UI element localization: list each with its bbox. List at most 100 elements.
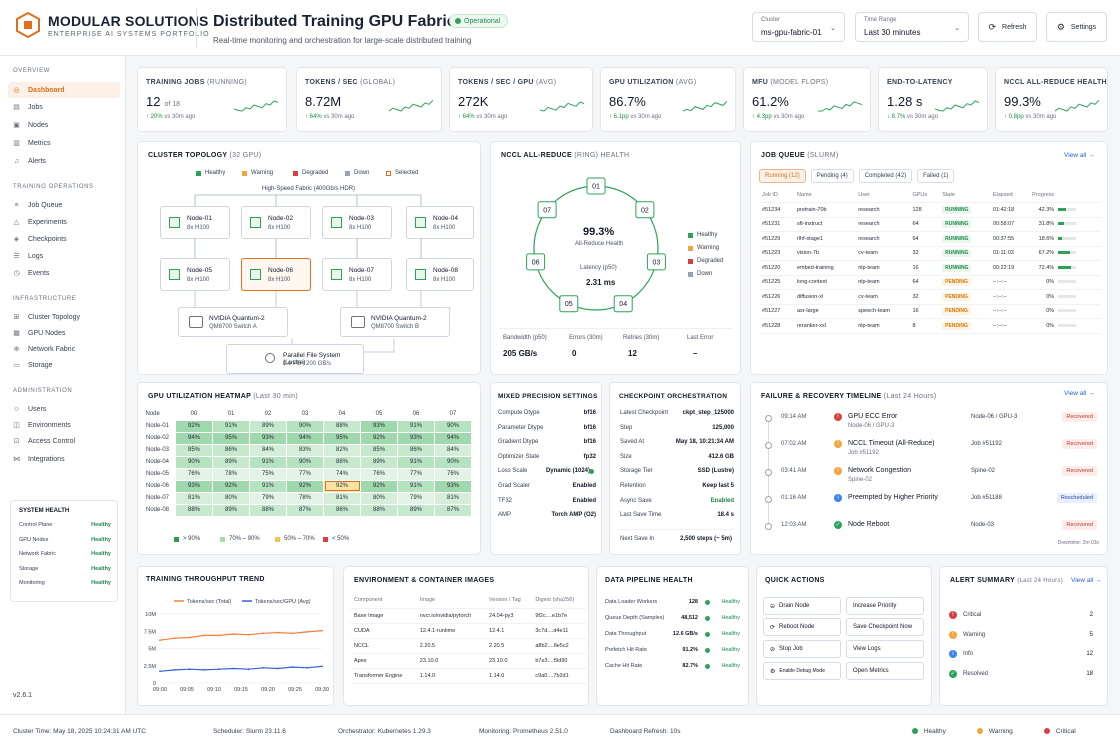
heatmap-cell[interactable]: 79% xyxy=(249,491,287,505)
heatmap-cell[interactable]: 86% xyxy=(212,443,250,457)
heatmap-cell[interactable]: 88% xyxy=(175,503,213,517)
node-05[interactable]: Node-05 8x H100 xyxy=(160,258,230,291)
refresh-button[interactable]: ⟳ Refresh xyxy=(978,12,1037,42)
heatmap-cell[interactable]: 91% xyxy=(212,419,250,433)
heatmap-cell[interactable]: 88% xyxy=(360,503,398,517)
heatmap-cell[interactable]: 80% xyxy=(360,491,398,505)
heatmap-cell[interactable]: 89% xyxy=(212,455,250,469)
heatmap-cell[interactable]: 83% xyxy=(286,443,324,457)
ring-node[interactable]: 06 xyxy=(526,253,546,271)
open-metrics-button[interactable]: Open Metrics xyxy=(846,662,924,680)
heatmap-cell[interactable]: 95% xyxy=(212,431,250,445)
reboot-node-button[interactable]: ⟳ Reboot Node xyxy=(763,618,841,636)
storage-node[interactable]: Parallel File System (Lustre) 1.6 PB / 20… xyxy=(226,344,364,374)
sidebar-item-logs[interactable]: ☰ Logs xyxy=(8,248,120,264)
heatmap-cell[interactable]: 86% xyxy=(323,503,361,517)
heatmap-cell[interactable]: 92% xyxy=(286,479,324,493)
tab-completed[interactable]: Completed (42) xyxy=(858,169,913,183)
sidebar-item-users[interactable]: ☺ Users xyxy=(8,401,120,417)
node-03[interactable]: Node-03 8x H100 xyxy=(322,206,392,239)
ring-node[interactable]: 04 xyxy=(613,295,633,313)
table-row[interactable]: #51231 sft-instruct research 64 RUNNING 00:58… xyxy=(759,217,1101,232)
heatmap-cell[interactable]: 91% xyxy=(397,479,435,493)
tab-running[interactable]: Running (12) xyxy=(759,169,806,183)
heatmap-cell[interactable]: 84% xyxy=(249,443,287,457)
heatmap-cell[interactable]: 76% xyxy=(175,467,213,481)
heatmap-cell[interactable]: 90% xyxy=(286,419,324,433)
switch-a[interactable]: NVIDIA Quantum-2 QM8700 Switch A xyxy=(178,307,288,337)
sidebar-item-job-queue[interactable]: ≡ Job Queue xyxy=(8,197,120,213)
heatmap-cell[interactable]: 90% xyxy=(434,419,472,433)
heatmap-cell[interactable]: 89% xyxy=(212,503,250,517)
heatmap-cell[interactable]: 91% xyxy=(397,455,435,469)
ring-node[interactable]: 03 xyxy=(646,253,666,271)
drain-node-button[interactable]: ⊖ Drain Node xyxy=(763,597,841,615)
node-06[interactable]: Node-06 8x H100 xyxy=(241,258,311,291)
heatmap-cell[interactable]: 88% xyxy=(249,503,287,517)
tab-pending[interactable]: Pending (4) xyxy=(810,169,854,183)
settings-button[interactable]: ⚙ Settings xyxy=(1046,12,1107,42)
timeline-event[interactable]: 07:02 AM! NCCL Timeout (All-Reduce) Job #5… xyxy=(751,437,1109,461)
time-range-select[interactable]: Time Range Last 30 minutes ⌄ xyxy=(855,12,969,42)
node-04[interactable]: Node-04 8x H100 xyxy=(406,206,474,239)
sidebar-item-access-control[interactable]: ⊡ Access Control xyxy=(8,433,120,449)
sidebar-item-environments[interactable]: ◫ Environments xyxy=(8,417,120,433)
heatmap-cell[interactable]: 93% xyxy=(175,479,213,493)
sidebar-item-network-fabric[interactable]: ⊕ Network Fabric xyxy=(8,341,120,357)
sidebar-item-events[interactable]: ◷ Events xyxy=(8,265,120,281)
node-07[interactable]: Node-07 8x H100 xyxy=(322,258,392,291)
timeline-event[interactable]: 12:03 AM ✓ Node Reboot Node-03 Recovered xyxy=(751,518,1109,542)
heatmap-cell[interactable]: 93% xyxy=(397,431,435,445)
increase-priority-button[interactable]: Increase Priority xyxy=(846,597,924,615)
heatmap-cell[interactable]: 89% xyxy=(397,503,435,517)
enable-debug-button[interactable]: ⚙ Enable Debug Mode xyxy=(763,662,841,680)
timeline-view-all-link[interactable]: View all → xyxy=(1064,390,1095,397)
heatmap-cell[interactable]: 87% xyxy=(286,503,324,517)
heatmap-cell[interactable]: 95% xyxy=(323,431,361,445)
table-row[interactable]: #51229 rlhf-stage1 research 64 RUNNING 00:37:… xyxy=(759,232,1101,246)
heatmap-cell[interactable]: 92% xyxy=(212,479,250,493)
table-row[interactable]: #51220 embed-training nlp-team 16 RUNNING 00:… xyxy=(759,261,1101,275)
heatmap-cell[interactable]: 78% xyxy=(212,467,250,481)
heatmap-cell[interactable]: 81% xyxy=(434,491,472,505)
heatmap-cell[interactable]: 91% xyxy=(249,479,287,493)
heatmap-cell[interactable]: 74% xyxy=(323,467,361,481)
heatmap-cell[interactable]: 81% xyxy=(323,491,361,505)
node-02[interactable]: Node-02 8x H100 xyxy=(241,206,311,239)
sidebar-item-metrics[interactable]: ▥ Metrics xyxy=(8,135,120,151)
heatmap-cell[interactable]: 82% xyxy=(323,443,361,457)
table-row[interactable]: #51226 diffusion-xl cv-team 32 PENDING --:--:… xyxy=(759,290,1101,304)
timeline-event[interactable]: 01:16 AM i Preempted by Higher Priority Job… xyxy=(751,491,1109,515)
heatmap-cell[interactable]: 81% xyxy=(175,491,213,505)
ring-node[interactable]: 07 xyxy=(537,201,557,219)
heatmap-cell[interactable]: 85% xyxy=(360,443,398,457)
heatmap-cell[interactable]: 92% xyxy=(175,419,213,433)
heatmap-cell[interactable]: 89% xyxy=(360,455,398,469)
alerts-view-all-link[interactable]: View all → xyxy=(1071,577,1102,584)
heatmap-cell[interactable]: 91% xyxy=(249,455,287,469)
heatmap-cell[interactable]: 90% xyxy=(286,455,324,469)
table-row[interactable]: #51225 long-context nlp-team 64 PENDING --:--… xyxy=(759,275,1101,290)
timeline-event[interactable]: 03:41 AM! Network Congestion Spine-02 Spine… xyxy=(751,464,1109,488)
job-queue-view-all-link[interactable]: View all → xyxy=(1064,152,1095,159)
heatmap-cell[interactable]: 93% xyxy=(434,479,472,493)
sidebar-item-nodes[interactable]: ▣ Nodes xyxy=(8,117,120,133)
heatmap-cell[interactable]: 75% xyxy=(249,467,287,481)
heatmap-cell[interactable]: 92% xyxy=(323,479,361,493)
heatmap-cell[interactable]: 85% xyxy=(175,443,213,457)
heatmap-cell[interactable]: 92% xyxy=(360,479,398,493)
heatmap-cell[interactable]: 94% xyxy=(286,431,324,445)
heatmap-cell[interactable]: 80% xyxy=(212,491,250,505)
heatmap-cell[interactable]: 92% xyxy=(360,431,398,445)
heatmap-cell[interactable]: 78% xyxy=(286,491,324,505)
table-row[interactable]: #51234 pretrain-70b research 128 RUNNING 01:4… xyxy=(759,203,1101,217)
tab-failed[interactable]: Failed (1) xyxy=(917,169,955,183)
ring-node[interactable]: 01 xyxy=(586,177,606,195)
heatmap-cell[interactable]: 77% xyxy=(286,467,324,481)
heatmap-cell[interactable]: 76% xyxy=(360,467,398,481)
heatmap-cell[interactable]: 91% xyxy=(397,419,435,433)
heatmap-cell[interactable]: 88% xyxy=(323,419,361,433)
sidebar-item-experiments[interactable]: △ Experiments xyxy=(8,214,120,230)
table-row[interactable]: #51228 reranker-xxl nlp-team 8 PENDING --:--:… xyxy=(759,319,1101,333)
heatmap-cell[interactable]: 93% xyxy=(360,419,398,433)
